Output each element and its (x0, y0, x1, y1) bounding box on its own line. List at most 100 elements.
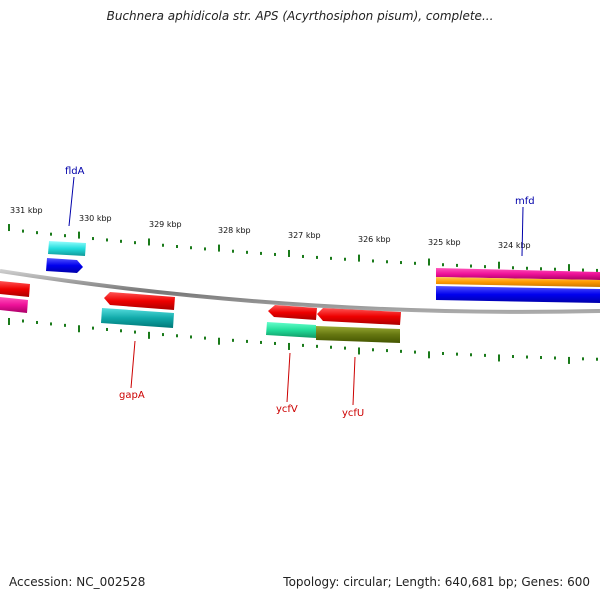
minor-tick (176, 334, 178, 338)
reverse-features (0, 281, 401, 343)
major-tick (358, 254, 360, 262)
feature-orange-fwd[interactable] (436, 277, 600, 287)
minor-tick (50, 232, 52, 236)
tick-label-327: 327 kbp (288, 231, 321, 240)
minor-tick (190, 335, 192, 339)
gene-label-mfd[interactable]: mfd (515, 196, 535, 207)
minor-tick (554, 356, 556, 360)
minor-tick (36, 231, 38, 235)
minor-tick (134, 330, 136, 334)
leader-gapA (130, 340, 136, 389)
major-tick (8, 317, 10, 325)
minor-tick (330, 345, 332, 349)
minor-tick (64, 234, 66, 238)
minor-tick (120, 329, 122, 333)
feature-magenta-left[interactable] (0, 297, 28, 313)
feature-magenta-fwd[interactable] (436, 268, 600, 280)
minor-tick (512, 266, 514, 270)
minor-tick (386, 260, 388, 264)
minor-tick (512, 355, 514, 359)
tick-label-328: 328 kbp (218, 226, 251, 235)
minor-tick (554, 267, 556, 271)
tick-label-325: 325 kbp (428, 238, 461, 247)
minor-tick (232, 249, 234, 253)
minor-tick (414, 350, 416, 354)
tick-label-330: 330 kbp (79, 214, 112, 223)
major-tick (358, 347, 360, 355)
leader-ycfU (352, 356, 356, 406)
minor-tick (274, 341, 276, 345)
minor-tick (484, 353, 486, 357)
tick-label-329: 329 kbp (149, 220, 182, 229)
minor-tick (540, 267, 542, 271)
leader-fldA (68, 176, 75, 227)
minor-tick (372, 348, 374, 352)
major-tick (288, 249, 290, 257)
major-tick (498, 354, 500, 362)
feature-teal-rev[interactable] (101, 308, 174, 328)
leader-ycfV (286, 352, 291, 403)
minor-tick (134, 241, 136, 245)
minor-tick (386, 349, 388, 353)
minor-tick (232, 338, 234, 342)
minor-tick (22, 319, 24, 323)
feature-gapA[interactable] (104, 292, 175, 310)
minor-tick (526, 266, 528, 270)
outer-tick-row (8, 224, 598, 272)
minor-tick (176, 245, 178, 249)
minor-tick (372, 259, 374, 263)
feature-ycfV[interactable] (268, 305, 317, 320)
gene-label-ycfU[interactable]: ycfU (342, 408, 364, 419)
minor-tick (246, 339, 248, 343)
minor-tick (526, 355, 528, 359)
minor-tick (596, 268, 598, 272)
minor-tick (442, 263, 444, 267)
minor-tick (414, 261, 416, 265)
major-tick (148, 331, 150, 339)
feature-ycfU[interactable] (317, 308, 401, 325)
minor-tick (470, 353, 472, 357)
minor-tick (50, 322, 52, 326)
feature-olive-rev[interactable] (316, 326, 400, 343)
minor-tick (260, 251, 262, 255)
minor-tick (246, 250, 248, 254)
minor-tick (260, 340, 262, 344)
minor-tick (106, 238, 108, 242)
gene-label-ycfV[interactable]: ycfV (276, 404, 298, 415)
minor-tick (64, 323, 66, 327)
feature-red-left[interactable] (0, 281, 30, 297)
feature-cyan-fwd[interactable] (48, 241, 86, 256)
minor-tick (316, 344, 318, 348)
minor-tick (120, 239, 122, 243)
minor-tick (330, 256, 332, 260)
major-tick (288, 342, 290, 350)
major-tick (148, 238, 150, 246)
minor-tick (204, 336, 206, 340)
feature-green-rev[interactable] (266, 322, 316, 338)
minor-tick (316, 255, 318, 259)
major-tick (8, 224, 10, 232)
minor-tick (190, 246, 192, 250)
minor-tick (484, 265, 486, 269)
minor-tick (456, 352, 458, 356)
major-tick (568, 264, 570, 272)
tick-label-331: 331 kbp (10, 206, 43, 215)
tick-labels: 331 kbp 330 kbp 329 kbp 328 kbp 327 kbp … (10, 206, 531, 250)
minor-tick (106, 327, 108, 331)
major-tick (78, 231, 80, 239)
minor-tick (204, 247, 206, 251)
gene-labels: fldA mfd gapA ycfV ycfU (65, 166, 535, 419)
major-tick (428, 351, 430, 359)
minor-tick (400, 261, 402, 265)
tick-label-324: 324 kbp (498, 241, 531, 250)
genome-backbone (0, 269, 600, 314)
major-tick (78, 325, 80, 333)
feature-mfd[interactable] (436, 286, 600, 303)
gene-label-fldA[interactable]: fldA (65, 166, 85, 177)
minor-tick (596, 357, 598, 361)
feature-fldA[interactable] (46, 258, 83, 273)
major-tick (428, 258, 430, 266)
gene-label-gapA[interactable]: gapA (119, 390, 145, 401)
minor-tick (162, 243, 164, 247)
minor-tick (400, 349, 402, 353)
